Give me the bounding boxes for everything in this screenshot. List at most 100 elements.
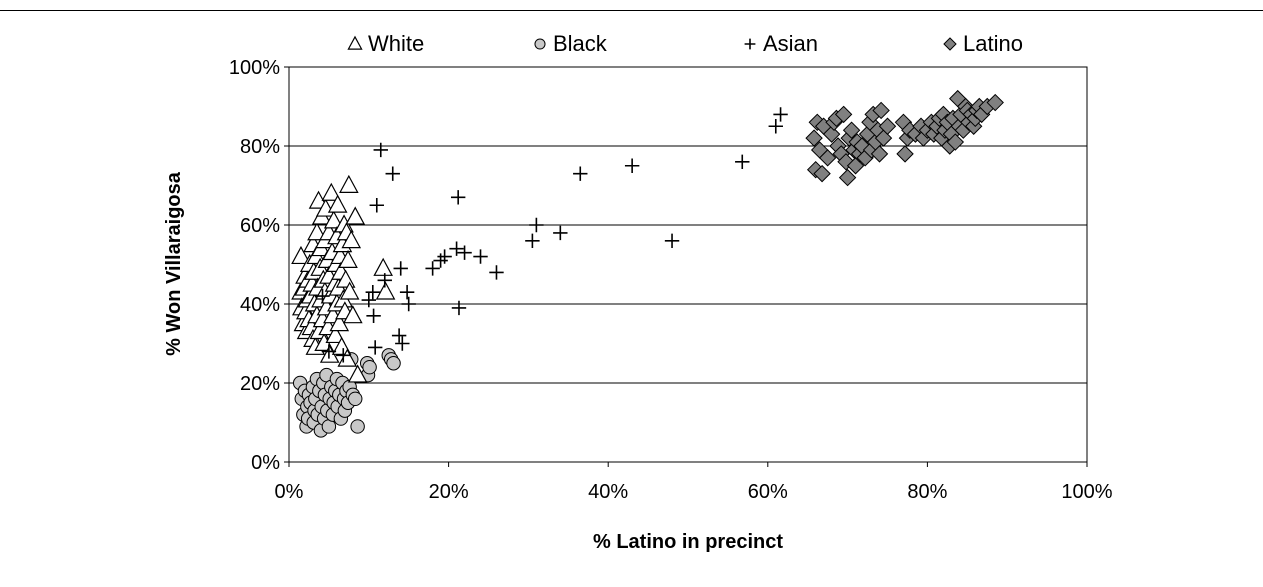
legend-label-black: Black xyxy=(553,31,608,56)
point-black xyxy=(386,356,401,371)
point-asian xyxy=(451,300,467,316)
point-white xyxy=(338,249,358,268)
point-asian xyxy=(450,190,466,205)
point-asian xyxy=(473,249,488,264)
legend-label-asian: Asian xyxy=(763,31,818,56)
point-white xyxy=(339,174,359,193)
point-white xyxy=(339,281,360,300)
point-white xyxy=(325,324,346,344)
point-asian xyxy=(367,340,383,355)
point-white xyxy=(343,305,363,324)
point-asian xyxy=(664,233,680,248)
point-latino xyxy=(838,168,857,187)
point-asian xyxy=(449,241,464,256)
point-white xyxy=(321,182,342,201)
data-points xyxy=(291,89,1004,438)
point-asian xyxy=(768,119,783,134)
legend-marker-white xyxy=(347,35,363,50)
point-latino xyxy=(822,125,841,143)
point-white xyxy=(307,222,327,241)
legend-marker-black xyxy=(534,38,546,50)
point-latino xyxy=(986,93,1004,112)
point-asian xyxy=(525,233,540,248)
point-asian xyxy=(395,336,410,351)
series-asian xyxy=(315,107,788,363)
point-asian xyxy=(373,142,388,158)
point-asian xyxy=(321,344,337,359)
point-asian xyxy=(336,348,351,363)
point-latino xyxy=(878,117,897,135)
y-tick-label: 80% xyxy=(240,136,280,158)
legend-label-latino: Latino xyxy=(963,31,1023,56)
legend: White Black Asian Latino xyxy=(347,31,1023,56)
point-asian xyxy=(489,265,504,280)
point-white xyxy=(331,336,352,355)
point-white xyxy=(291,245,311,265)
x-tick-label: 0% xyxy=(275,481,304,503)
point-asian xyxy=(401,296,416,312)
point-white xyxy=(341,230,362,249)
point-asian xyxy=(773,107,788,122)
y-axis-ticks: 0% 20% 40% 60% 80% 100% xyxy=(229,57,289,474)
gridlines xyxy=(289,145,1087,384)
point-asian xyxy=(425,261,440,276)
point-asian xyxy=(366,308,381,324)
y-tick-label: 100% xyxy=(229,57,280,79)
point-latino xyxy=(946,133,965,151)
point-asian xyxy=(437,249,452,264)
point-black xyxy=(350,419,365,434)
point-asian xyxy=(377,273,392,288)
point-latino xyxy=(870,145,889,163)
point-asian xyxy=(391,328,407,343)
point-latino xyxy=(805,129,823,147)
x-tick-label: 100% xyxy=(1061,481,1112,503)
legend-item-latino: Latino xyxy=(943,31,1023,56)
point-black xyxy=(362,359,377,375)
legend-marker-asian xyxy=(744,38,756,50)
point-latino xyxy=(813,164,831,183)
x-tick-label: 20% xyxy=(429,481,469,503)
y-tick-label: 40% xyxy=(240,294,280,316)
point-asian xyxy=(624,158,640,173)
point-asian xyxy=(385,166,400,181)
y-tick-label: 0% xyxy=(251,452,280,474)
point-white xyxy=(347,364,368,383)
point-latino xyxy=(834,105,853,124)
legend-item-black: Black xyxy=(534,31,608,56)
legend-item-white: White xyxy=(347,31,424,56)
point-white xyxy=(323,210,344,229)
x-tick-label: 60% xyxy=(748,481,788,503)
plot-frame xyxy=(288,66,1088,463)
point-asian xyxy=(369,198,384,213)
x-axis-title: % Latino in precinct xyxy=(593,531,783,553)
point-asian xyxy=(393,261,408,276)
point-white xyxy=(327,194,348,213)
legend-label-white: White xyxy=(368,31,424,56)
x-tick-label: 40% xyxy=(588,481,628,503)
point-asian xyxy=(529,217,544,233)
x-tick-label: 80% xyxy=(907,481,947,503)
point-asian xyxy=(553,225,568,241)
top-rule xyxy=(0,10,1263,11)
point-asian xyxy=(573,166,588,181)
series-white xyxy=(291,174,396,383)
point-white xyxy=(373,257,393,276)
point-asian xyxy=(735,154,750,169)
y-axis-title: % Won Villaraigosa xyxy=(163,171,185,356)
point-asian xyxy=(457,245,472,260)
point-asian xyxy=(315,288,330,304)
y-tick-label: 60% xyxy=(240,215,280,237)
x-axis-ticks: 0% 20% 40% 60% 80% 100% xyxy=(275,462,1113,503)
point-white xyxy=(345,206,366,225)
point-latino xyxy=(896,145,914,163)
point-latino xyxy=(818,149,837,167)
point-asian xyxy=(365,284,380,300)
point-asian xyxy=(399,284,415,300)
legend-item-asian: Asian xyxy=(744,31,818,56)
point-asian xyxy=(361,292,376,308)
point-white xyxy=(375,281,396,300)
y-tick-label: 20% xyxy=(240,373,280,395)
point-asian xyxy=(433,253,448,268)
series-latino xyxy=(805,89,1004,187)
